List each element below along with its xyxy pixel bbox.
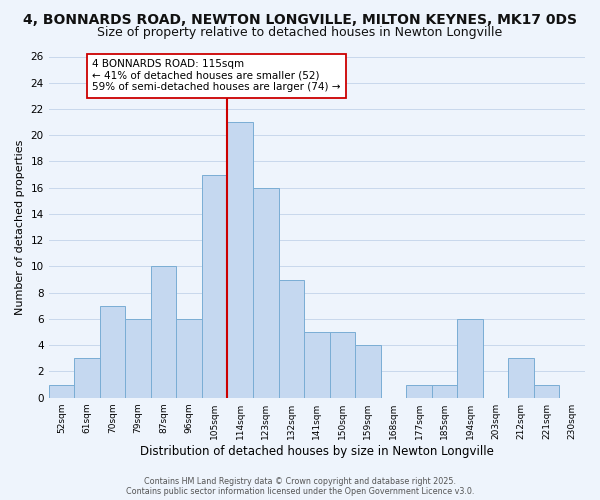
Text: Contains HM Land Registry data © Crown copyright and database right 2025.
Contai: Contains HM Land Registry data © Crown c…	[126, 476, 474, 496]
Text: 4 BONNARDS ROAD: 115sqm
← 41% of detached houses are smaller (52)
59% of semi-de: 4 BONNARDS ROAD: 115sqm ← 41% of detache…	[92, 59, 341, 92]
X-axis label: Distribution of detached houses by size in Newton Longville: Distribution of detached houses by size …	[140, 444, 494, 458]
Bar	[125, 319, 151, 398]
Bar	[329, 332, 355, 398]
Bar	[49, 384, 74, 398]
Bar	[406, 384, 432, 398]
Bar	[176, 319, 202, 398]
Text: 4, BONNARDS ROAD, NEWTON LONGVILLE, MILTON KEYNES, MK17 0DS: 4, BONNARDS ROAD, NEWTON LONGVILLE, MILT…	[23, 12, 577, 26]
Bar	[355, 345, 380, 398]
Bar	[74, 358, 100, 398]
Bar	[227, 122, 253, 398]
Bar	[151, 266, 176, 398]
Bar	[100, 306, 125, 398]
Text: Size of property relative to detached houses in Newton Longville: Size of property relative to detached ho…	[97, 26, 503, 39]
Bar	[508, 358, 534, 398]
Bar	[278, 280, 304, 398]
Bar	[253, 188, 278, 398]
Bar	[432, 384, 457, 398]
Bar	[202, 174, 227, 398]
Bar	[457, 319, 483, 398]
Y-axis label: Number of detached properties: Number of detached properties	[15, 140, 25, 315]
Bar	[304, 332, 329, 398]
Bar	[534, 384, 559, 398]
